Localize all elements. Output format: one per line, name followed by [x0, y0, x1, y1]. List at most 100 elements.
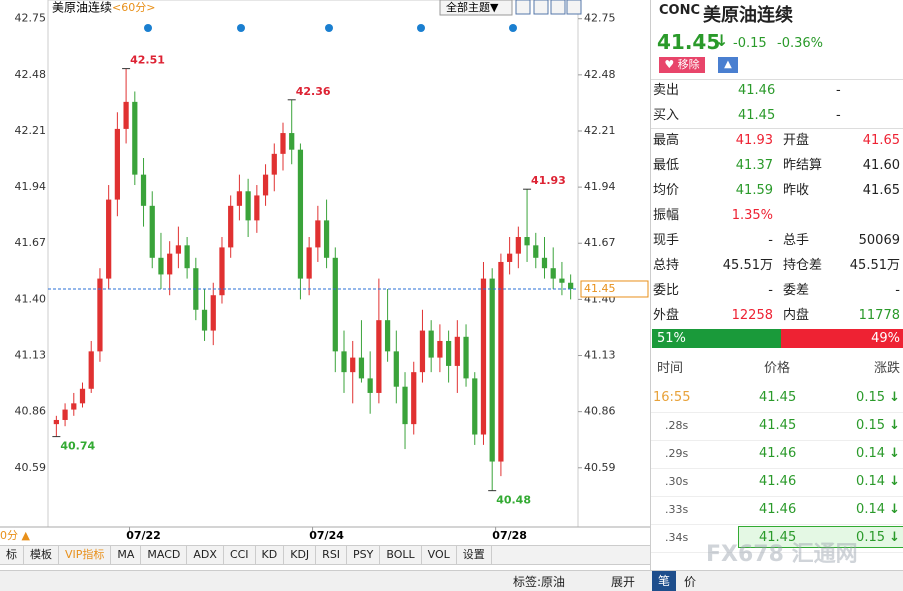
- tag: 标签:原油: [513, 575, 566, 589]
- y-tick-label-right: 42.75: [584, 12, 616, 25]
- toolbar-item[interactable]: 设置: [457, 546, 492, 564]
- sell-bar: [780, 329, 903, 348]
- candle-body: [480, 278, 487, 435]
- candle-body: [350, 357, 356, 373]
- event-markers: [144, 24, 517, 32]
- y-tick-label: 41.13: [15, 349, 47, 362]
- candle-body: [289, 133, 295, 150]
- y-tick-label: 41.94: [15, 180, 47, 193]
- name: 美原油连续: [703, 5, 793, 26]
- ask-row: 买入 41.45 -: [651, 103, 903, 128]
- label: 持仓差: [783, 258, 823, 273]
- candle-body: [228, 205, 234, 248]
- header: 涨跌: [873, 361, 900, 376]
- stat-row: 委比 - 委差 -: [651, 278, 903, 303]
- label: 昨结算: [783, 158, 823, 173]
- candle-body: [245, 191, 251, 221]
- header: 价格: [764, 361, 791, 376]
- time: .30s: [665, 475, 689, 488]
- toolbar-item[interactable]: MACD: [141, 546, 188, 564]
- remove-button[interactable]: ♥ 移除: [659, 57, 705, 73]
- value: -: [768, 233, 773, 248]
- icon[interactable]: [533, 0, 549, 15]
- y-tick-label-right: 42.21: [584, 124, 616, 137]
- candle-body: [489, 278, 495, 462]
- toolbar-item[interactable]: 模板: [24, 546, 59, 564]
- value: 41.59: [735, 183, 773, 198]
- event-dot[interactable]: [417, 24, 425, 32]
- candle-body: [53, 419, 59, 425]
- theme-dropdown[interactable]: [439, 0, 513, 16]
- label: 最高: [653, 133, 680, 148]
- label: 卖出: [653, 83, 680, 98]
- value: 41.37: [735, 158, 773, 173]
- change: 0.14: [856, 502, 885, 517]
- candle-body: [175, 245, 182, 254]
- icon[interactable]: [566, 0, 582, 15]
- candle-body: [280, 133, 286, 154]
- toolbar-item[interactable]: 标: [0, 546, 24, 564]
- toolbar-item[interactable]: MA: [111, 546, 142, 564]
- toolbar-item[interactable]: VIP指标: [59, 546, 112, 564]
- change: -0.15: [733, 36, 767, 51]
- value: 41.65: [862, 133, 900, 148]
- tab[interactable]: 笔: [652, 571, 676, 591]
- icon[interactable]: [550, 0, 566, 15]
- toolbar-item[interactable]: KDJ: [284, 546, 317, 564]
- period-indicator[interactable]: 0分 ▲: [0, 529, 30, 542]
- candle-body: [541, 257, 548, 269]
- toolbar-item[interactable]: KD: [256, 546, 285, 564]
- toolbar-item[interactable]: VOL: [422, 546, 457, 564]
- expand[interactable]: 展开: [611, 575, 636, 589]
- value: 41.93: [735, 133, 773, 148]
- value: 50069: [858, 233, 900, 248]
- value: 12258: [731, 308, 773, 323]
- toolbar-item[interactable]: RSI: [316, 546, 348, 564]
- label: 内盘: [783, 308, 810, 323]
- icon[interactable]: [515, 0, 531, 15]
- theme-dropdown-label[interactable]: 全部主题▼: [446, 0, 499, 14]
- event-dot[interactable]: [237, 24, 245, 32]
- toolbar-item[interactable]: ADX: [187, 546, 224, 564]
- event-dot[interactable]: [325, 24, 333, 32]
- toolbar-item[interactable]: BOLL: [380, 546, 422, 564]
- y-tick-label: 41.40: [15, 292, 47, 305]
- extreme-label: 40.74: [60, 440, 95, 453]
- value: 45.51万: [722, 258, 773, 273]
- x-tick-label: 07/24: [309, 529, 344, 542]
- candle-body: [123, 101, 129, 129]
- label: 委比: [653, 283, 680, 298]
- candle-body: [454, 336, 460, 366]
- y-tick-label-right: 41.13: [584, 349, 616, 362]
- y-tick-label: 42.21: [15, 124, 47, 137]
- quote-panel: CONC 美原油连续 41.45 ↓ -0.15 -0.36% ♥ 移除 ▲ 卖…: [650, 0, 903, 570]
- toolbar-item[interactable]: CCI: [224, 546, 256, 564]
- label: 外盘: [653, 308, 680, 323]
- remove-label[interactable]: 移除: [677, 58, 700, 71]
- candle-body: [271, 153, 277, 175]
- stat-row: 总持 45.51万 持仓差 45.51万: [651, 253, 903, 278]
- event-dot[interactable]: [509, 24, 517, 32]
- trade-row: .28s 41.45 0.15 ↓: [651, 412, 903, 441]
- value: 41.46: [738, 83, 776, 98]
- change: 0.15: [856, 530, 885, 545]
- toolbar-icons[interactable]: [515, 0, 582, 15]
- label: 总持: [653, 258, 680, 273]
- candle-body: [463, 336, 469, 379]
- alert-button[interactable]: ▲: [718, 57, 738, 73]
- candle-body: [393, 351, 399, 387]
- change: 0.15: [856, 418, 885, 433]
- change: 0.14: [856, 446, 885, 461]
- candle-body: [341, 351, 347, 373]
- y-tick-label: 42.48: [15, 68, 47, 81]
- price: 41.46: [759, 502, 797, 517]
- event-dot[interactable]: [144, 24, 152, 32]
- extreme-label: 41.93: [531, 174, 566, 187]
- change-pct: -0.36%: [777, 36, 823, 51]
- candle-body: [524, 237, 530, 246]
- y-tick-label: 42.75: [15, 12, 47, 25]
- divider: [651, 128, 903, 129]
- tab[interactable]: 价: [684, 575, 697, 589]
- value: 45.51万: [849, 258, 900, 273]
- toolbar-item[interactable]: PSY: [347, 546, 381, 564]
